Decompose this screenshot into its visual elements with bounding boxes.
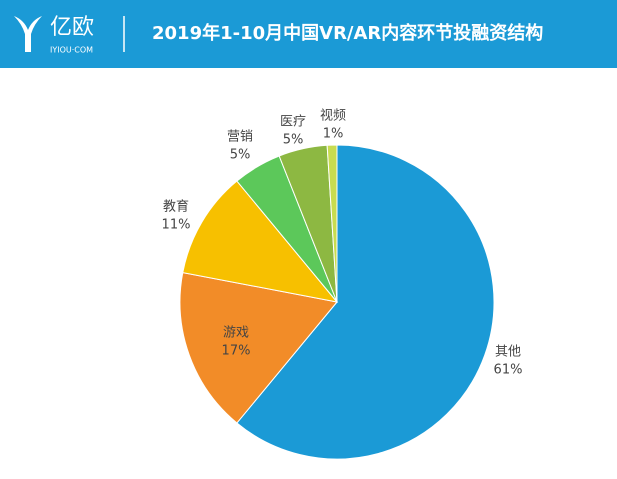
logo-icon [14,16,42,52]
pie-slice [182,180,339,303]
slice-label: 视频 [320,109,346,124]
slice-label: 游戏 [223,326,249,341]
pie-slice [179,271,338,424]
slice-value: 5% [230,148,251,163]
slice-label: 营销 [227,130,253,145]
pie-slice [236,144,495,460]
slice-value: 61% [494,363,523,378]
pie-slice [326,144,338,303]
chart-title: 2019年1-10月中国VR/AR内容环节投融资结构 [152,22,543,44]
slice-label: 医疗 [280,115,306,130]
slice-value: 1% [323,127,344,142]
slice-label: 其他 [495,345,521,360]
slice-value: 11% [162,218,191,233]
slice-value: 17% [222,344,251,359]
logo-domain: IYIOU·COM [50,46,93,55]
slice-label: 教育 [163,199,189,215]
slice-value: 5% [283,133,304,148]
header-bar [0,0,617,68]
logo-name: 亿欧 [50,15,94,40]
